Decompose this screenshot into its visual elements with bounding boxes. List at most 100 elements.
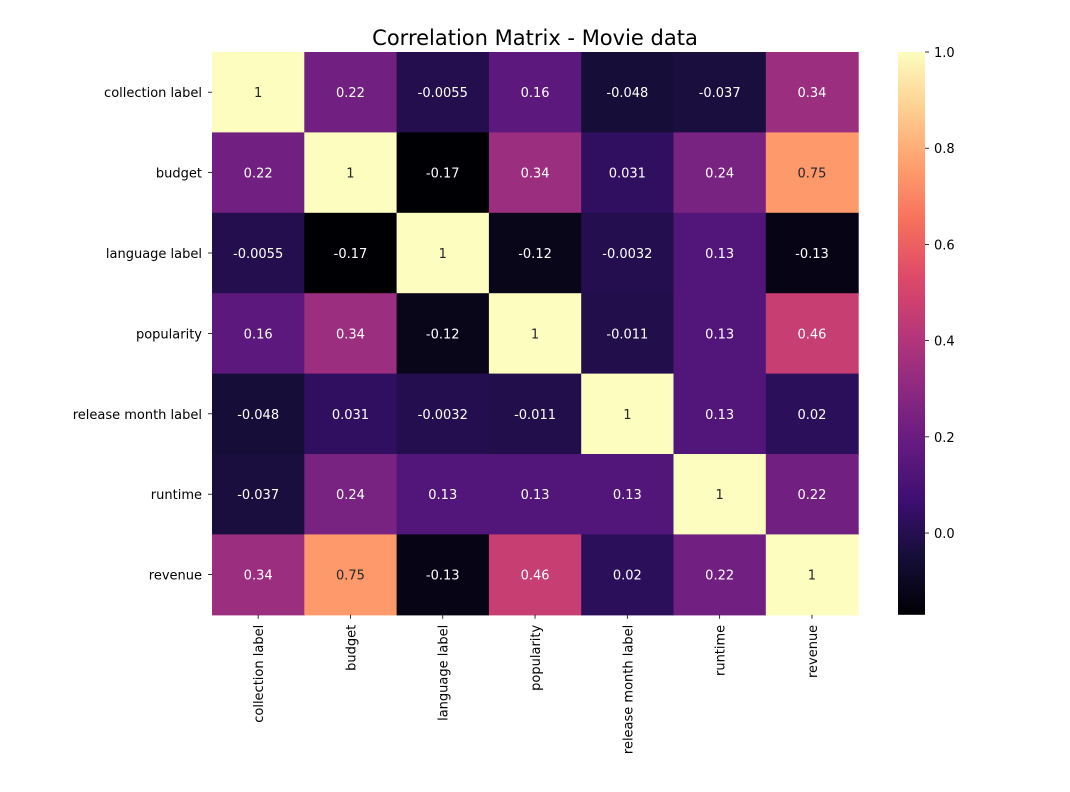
y-tick-label: collection label bbox=[104, 86, 202, 101]
cell-value-label: 0.16 bbox=[521, 86, 550, 101]
colorbar-tick-label: 0.0 bbox=[934, 527, 955, 542]
cell-value-label: -0.048 bbox=[606, 86, 648, 101]
cell-value-label: -0.0055 bbox=[233, 247, 283, 262]
cell-value-label: 0.75 bbox=[797, 167, 826, 182]
cell-value-label: 0.13 bbox=[428, 488, 457, 503]
cell-value-label: -0.048 bbox=[237, 408, 279, 423]
heatmap-cell bbox=[765, 454, 859, 535]
heatmap-cell bbox=[581, 132, 675, 214]
heatmap-cell bbox=[673, 293, 767, 375]
cell-value-label: 1 bbox=[346, 167, 354, 182]
heatmap-cell bbox=[488, 212, 582, 294]
cell-value-label: 0.46 bbox=[521, 569, 550, 584]
cell-value-label: 0.75 bbox=[336, 569, 365, 584]
cell-value-label: 1 bbox=[254, 86, 262, 101]
heatmap-cell bbox=[673, 132, 767, 214]
heatmap-cell bbox=[396, 373, 490, 455]
heatmap-cell bbox=[581, 454, 675, 535]
y-tick-labels: collection label budget language label popu… bbox=[73, 86, 212, 584]
heatmap-cell bbox=[212, 293, 305, 375]
x-tick-label: revenue bbox=[806, 625, 821, 678]
cell-value-label: 0.22 bbox=[244, 167, 273, 182]
x-tick-labels: collection label budget language label popu… bbox=[252, 614, 821, 754]
cell-value-label: -0.037 bbox=[699, 86, 741, 101]
heatmap-cell bbox=[673, 212, 767, 294]
cell-value-label: 0.34 bbox=[521, 167, 550, 182]
colorbar-tick-label: 0.8 bbox=[934, 142, 955, 157]
heatmap-cell bbox=[765, 293, 859, 375]
y-tick-label: budget bbox=[156, 167, 202, 182]
chart-title: Correlation Matrix - Movie data bbox=[372, 26, 698, 50]
x-tick-label: release month label bbox=[621, 625, 636, 754]
heatmap-cell bbox=[673, 373, 767, 455]
cell-value-label: -0.12 bbox=[426, 327, 460, 342]
cell-value-label: 0.13 bbox=[521, 488, 550, 503]
cell-value-label: -0.13 bbox=[795, 247, 829, 262]
cell-value-label: -0.13 bbox=[426, 569, 460, 584]
heatmap-cell bbox=[765, 212, 859, 294]
y-tick-label: runtime bbox=[151, 488, 202, 503]
cell-value-label: 0.22 bbox=[336, 86, 365, 101]
cell-value-label: 0.02 bbox=[797, 408, 826, 423]
cell-value-label: 0.34 bbox=[797, 86, 826, 101]
cell-value-label: 0.24 bbox=[336, 488, 365, 503]
heatmap-cell bbox=[581, 534, 675, 616]
cell-value-label: -0.011 bbox=[606, 327, 648, 342]
heatmap-cell bbox=[488, 454, 582, 535]
y-tick-label: popularity bbox=[136, 327, 202, 342]
heatmap-cell bbox=[396, 534, 490, 616]
cell-value-label: -0.0032 bbox=[418, 408, 468, 423]
heatmap-cell bbox=[488, 534, 582, 616]
heatmap-cell bbox=[304, 212, 398, 294]
cell-value-label: 0.24 bbox=[705, 167, 734, 182]
heatmap-cell bbox=[765, 534, 859, 616]
heatmap-cell bbox=[673, 52, 767, 133]
cell-value-label: -0.0032 bbox=[602, 247, 652, 262]
heatmap-cell bbox=[304, 293, 398, 375]
colorbar-gradient bbox=[898, 52, 925, 615]
cell-value-label: 0.46 bbox=[797, 327, 826, 342]
cell-value-label: 0.22 bbox=[705, 569, 734, 584]
cell-value-label: 0.02 bbox=[613, 569, 642, 584]
heatmap-cell bbox=[304, 52, 398, 133]
cell-value-label: 1 bbox=[808, 569, 816, 584]
heatmap-cell bbox=[765, 373, 859, 455]
x-tick-label: runtime bbox=[714, 625, 729, 676]
cell-value-label: 0.13 bbox=[705, 327, 734, 342]
cell-value-label: 0.13 bbox=[613, 488, 642, 503]
heatmap-cell bbox=[212, 52, 305, 133]
heatmap-cell bbox=[396, 52, 490, 133]
heatmap-cell bbox=[304, 454, 398, 535]
cell-value-label: 0.13 bbox=[705, 247, 734, 262]
y-tick-label: release month label bbox=[73, 408, 202, 423]
cell-value-label: 1 bbox=[531, 327, 539, 342]
heatmap-cell bbox=[581, 293, 675, 375]
colorbar-tick-label: 0.4 bbox=[934, 335, 955, 350]
cell-value-label: -0.17 bbox=[426, 167, 460, 182]
colorbar-tick-label: 0.2 bbox=[934, 431, 955, 446]
heatmap-cell bbox=[212, 212, 305, 294]
cell-value-label: -0.0055 bbox=[418, 86, 468, 101]
heatmap-cell bbox=[396, 293, 490, 375]
cell-value-label: 0.031 bbox=[332, 408, 369, 423]
x-tick-label: collection label bbox=[252, 625, 267, 723]
heatmap-cell bbox=[581, 212, 675, 294]
heatmap-cell bbox=[304, 132, 398, 214]
cell-value-label: 1 bbox=[439, 247, 447, 262]
heatmap-cell bbox=[488, 132, 582, 214]
cell-value-label: 1 bbox=[716, 488, 724, 503]
cell-value-label: 0.22 bbox=[797, 488, 826, 503]
cell-value-label: 0.031 bbox=[609, 167, 646, 182]
colorbar-tick-label: 1.0 bbox=[934, 46, 955, 61]
heatmap-cell bbox=[488, 52, 582, 133]
heatmap-cell bbox=[396, 132, 490, 214]
heatmap-cell bbox=[581, 373, 675, 455]
heatmap-cell bbox=[212, 373, 305, 455]
x-tick-label: popularity bbox=[529, 625, 544, 691]
heatmap-cell bbox=[581, 52, 675, 133]
cell-value-label: -0.12 bbox=[518, 247, 552, 262]
cell-value-label: -0.17 bbox=[334, 247, 368, 262]
heatmap-cells: 1 0.22 -0.0055 0.16 -0.048 -0.037 0.34 0.22 1 -0.… bbox=[212, 52, 859, 616]
cell-value-label: -0.011 bbox=[514, 408, 556, 423]
